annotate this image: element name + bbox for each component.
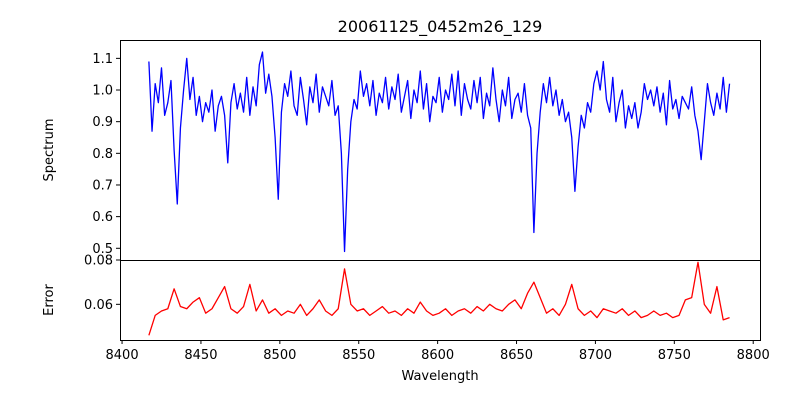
spectrum-axes-frame [120,40,761,261]
spectrum-y-tick-label: 1.0 [92,84,113,99]
spectrum-y-tick-label: 0.9 [92,115,113,130]
spectrum-y-tick-label: 0.5 [92,242,113,257]
x-tick-label: 8700 [579,348,612,363]
chart-title: 20061125_0452m26_129 [338,17,543,37]
spectrum-series-line [148,51,731,253]
x-tick-label: 8650 [500,348,533,363]
x-tick-label: 8450 [184,348,217,363]
x-tick-label: 8400 [106,348,139,363]
error-axes-frame [120,260,761,341]
spectrum-y-tick-label: 0.6 [92,210,113,225]
error-y-label: Error [42,284,57,316]
x-tick-label: 8550 [342,348,375,363]
x-axis-label: Wavelength [401,369,478,384]
x-tick-label: 8600 [421,348,454,363]
spectrum-y-tick-label: 0.7 [92,178,113,193]
spectrum-y-tick-label: 0.8 [92,147,113,162]
error-y-tick-label: 0.08 [84,254,113,269]
x-tick-label: 8500 [263,348,296,363]
x-tick-label: 8800 [737,348,770,363]
x-tick-label: 8750 [658,348,691,363]
error-series-line [148,261,730,336]
spectrum-y-label: Spectrum [42,119,57,182]
spectrum-y-tick-label: 1.1 [92,52,113,67]
error-y-tick-label: 0.06 [84,298,113,313]
